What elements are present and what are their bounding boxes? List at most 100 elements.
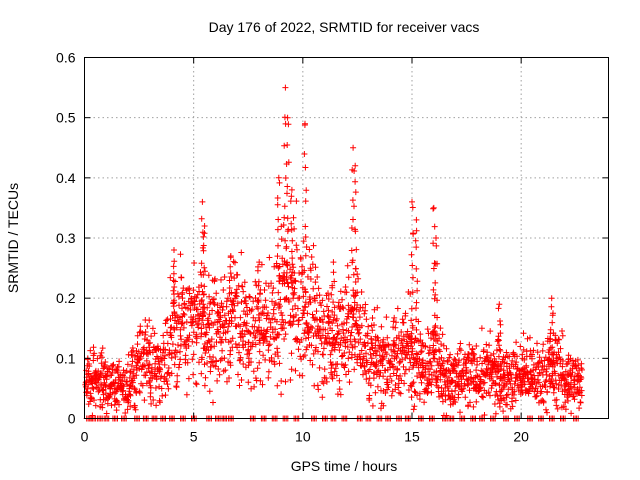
- data-point: [418, 348, 425, 355]
- data-point: [413, 227, 420, 234]
- data-point: [278, 236, 285, 243]
- data-point: [351, 203, 357, 210]
- data-point: [341, 350, 348, 356]
- data-point: [177, 332, 184, 339]
- data-point: [200, 247, 207, 254]
- data-point: [188, 296, 194, 302]
- data-point: [393, 341, 400, 348]
- data-point: [124, 406, 131, 413]
- data-point: [334, 331, 341, 338]
- data-point: [259, 310, 266, 316]
- data-point: [235, 282, 242, 289]
- data-point: [355, 330, 362, 337]
- data-point: [416, 390, 423, 397]
- data-point: [414, 278, 421, 285]
- data-point: [288, 350, 295, 357]
- data-point: [182, 341, 189, 348]
- data-point: [183, 319, 190, 325]
- data-point: [459, 388, 466, 395]
- data-point: [408, 330, 415, 337]
- data-point: [198, 215, 205, 222]
- data-point: [177, 251, 184, 258]
- data-point: [245, 347, 252, 354]
- data-point: [290, 295, 297, 302]
- data-point: [274, 195, 281, 201]
- data-point: [257, 377, 264, 384]
- data-point: [348, 247, 355, 254]
- data-point: [431, 324, 438, 331]
- data-point: [477, 354, 484, 361]
- data-point: [302, 164, 309, 171]
- data-point: [422, 369, 429, 375]
- data-point: [549, 319, 556, 326]
- data-point: [363, 316, 370, 323]
- data-point: [158, 385, 165, 392]
- data-point: [391, 314, 398, 321]
- data-point: [352, 279, 359, 285]
- data-point: [148, 333, 155, 340]
- data-point: [413, 299, 420, 306]
- data-point: [292, 302, 299, 309]
- data-point: [300, 293, 307, 300]
- data-point: [428, 362, 435, 369]
- data-point: [323, 375, 329, 382]
- data-point: [440, 342, 447, 349]
- data-point: [231, 302, 238, 309]
- data-point: [287, 198, 294, 205]
- data-point: [352, 162, 359, 169]
- data-point: [192, 380, 199, 387]
- data-point: [180, 324, 187, 331]
- data-point: [570, 393, 577, 400]
- data-point: [94, 355, 101, 362]
- data-point: [288, 193, 295, 200]
- data-point: [483, 353, 490, 360]
- data-point: [447, 370, 454, 377]
- data-point: [374, 348, 380, 355]
- data-point: [286, 298, 292, 305]
- data-point: [474, 358, 481, 365]
- data-point: [520, 330, 527, 337]
- data-point: [412, 389, 419, 396]
- data-point: [303, 321, 310, 328]
- data-point: [355, 339, 362, 346]
- data-point: [199, 198, 206, 205]
- data-point: [377, 342, 384, 349]
- data-point: [534, 340, 540, 347]
- data-point: [342, 284, 349, 290]
- data-point: [470, 403, 477, 410]
- data-point: [479, 393, 486, 400]
- data-point: [456, 345, 463, 352]
- data-point: [356, 351, 363, 358]
- data-point: [267, 333, 274, 340]
- data-point: [331, 334, 338, 341]
- data-point: [102, 390, 109, 397]
- data-point: [383, 314, 390, 321]
- data-point: [547, 383, 553, 390]
- data-point: [282, 237, 289, 244]
- data-point: [227, 308, 234, 315]
- data-point: [301, 151, 308, 157]
- data-point: [353, 321, 359, 328]
- data-point: [240, 308, 247, 315]
- data-point: [228, 273, 235, 280]
- data-point: [500, 408, 507, 415]
- data-point: [433, 368, 440, 375]
- data-point: [319, 297, 326, 304]
- data-point: [159, 392, 166, 399]
- data-point: [98, 370, 105, 377]
- data-point: [210, 299, 217, 306]
- data-point: [374, 334, 381, 341]
- data-point: [535, 364, 542, 370]
- x-tick-label: 20: [513, 429, 529, 445]
- data-point: [144, 337, 150, 344]
- data-point: [358, 347, 365, 354]
- data-point: [448, 378, 455, 385]
- data-point: [309, 325, 316, 331]
- data-point: [430, 286, 437, 293]
- data-point: [396, 359, 403, 366]
- data-point: [179, 295, 186, 302]
- data-point: [409, 198, 415, 205]
- data-point: [246, 293, 253, 300]
- data-point: [183, 391, 190, 398]
- data-point: [352, 292, 359, 299]
